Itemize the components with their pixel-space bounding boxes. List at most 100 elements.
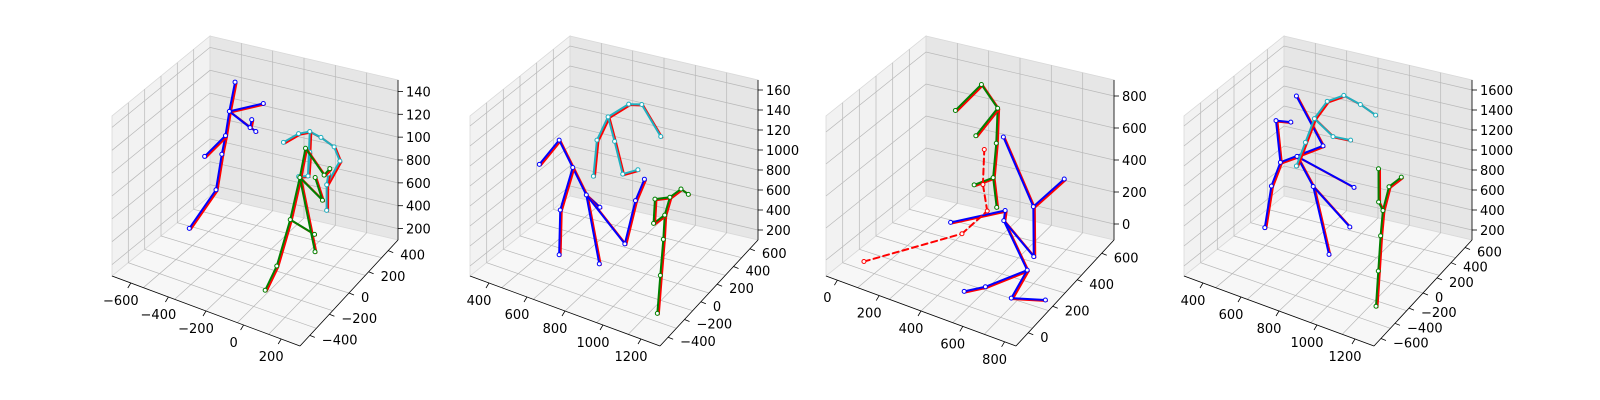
skeleton-joint — [253, 129, 259, 135]
skeleton-bone — [203, 134, 227, 158]
skeleton-bone — [228, 110, 252, 129]
skeleton-joint — [1341, 92, 1347, 98]
skeleton-joint — [536, 161, 542, 167]
skeleton-bone — [228, 81, 237, 113]
skeleton-3 — [262, 145, 333, 293]
ground-truth-bone — [222, 135, 228, 157]
ground-truth-bone — [974, 177, 996, 187]
skeleton-bone — [319, 136, 336, 148]
skeleton-bone — [656, 274, 662, 315]
skeleton-bone — [298, 176, 316, 253]
x-gridline — [596, 65, 696, 323]
skeleton-joint — [1293, 163, 1299, 169]
skeleton-3 — [861, 147, 990, 265]
y-tick-mark — [667, 336, 674, 340]
skeleton-joint — [632, 198, 638, 204]
z-gridline — [469, 125, 759, 207]
x-tick-mark — [202, 310, 207, 317]
ground-truth-bone — [1383, 186, 1392, 213]
z-gridline — [1183, 145, 1473, 227]
skeleton-joint — [660, 236, 666, 242]
z-gridline — [825, 147, 1115, 229]
y-tick-label: −200 — [697, 318, 733, 333]
skeleton-joint — [626, 101, 632, 107]
y-gridline — [1250, 62, 1440, 276]
skeleton-joint — [980, 182, 986, 188]
y-tick-mark — [1394, 322, 1401, 326]
x-tick-label: 1200 — [614, 350, 647, 365]
y-tick-mark — [716, 283, 723, 287]
skeleton-bone — [1263, 185, 1273, 229]
z-tick-label: 140 — [766, 104, 791, 119]
skeleton-bone — [960, 210, 989, 235]
skeleton-joint — [1326, 251, 1332, 257]
ground-truth-bone — [216, 154, 225, 192]
z-gridline — [111, 69, 399, 151]
skeleton-bone — [1313, 117, 1334, 138]
skeleton-joint — [1031, 254, 1037, 260]
ground-truth-bone — [1376, 271, 1381, 309]
ground-truth-bone — [1313, 186, 1332, 257]
skeleton-1 — [186, 79, 266, 231]
y-tick-mark — [1422, 292, 1429, 296]
ground-truth-bone — [327, 161, 343, 187]
z-gridline — [111, 47, 399, 128]
y-tick-label: −200 — [341, 312, 377, 327]
skeleton-joint — [651, 220, 657, 226]
ground-truth-bone — [663, 215, 668, 242]
skeleton-bone — [662, 214, 666, 241]
y-tick-mark — [388, 250, 394, 253]
y-tick-label: 400 — [400, 249, 425, 264]
z-tick-label: 400 — [406, 200, 431, 215]
x-tick-mark — [1001, 341, 1005, 348]
subplot-1: −600−400−2000200−400−2000200400200400600… — [103, 35, 431, 365]
z-tick-label: 160 — [766, 84, 791, 99]
z-tick-label: 1000 — [1480, 144, 1513, 159]
y-tick-label: 400 — [1089, 278, 1114, 293]
y-tick-label: −400 — [322, 333, 358, 348]
skeleton-joint — [662, 212, 668, 218]
skeleton-bone — [640, 103, 662, 138]
ground-truth-bone — [615, 141, 626, 177]
skeleton-2 — [1293, 92, 1379, 169]
skeleton-bone — [1002, 135, 1035, 208]
skeleton-joint — [994, 204, 1000, 210]
skeleton-joint — [861, 259, 867, 265]
skeleton-bone — [984, 269, 1029, 288]
skeleton-joint — [1375, 268, 1381, 274]
y-tick-mark — [309, 335, 315, 338]
skeleton-bone — [264, 265, 278, 292]
ground-truth-bone — [985, 270, 1030, 289]
ground-truth-bone — [315, 177, 325, 203]
z-gridline — [825, 51, 1115, 133]
skeleton-joint — [678, 186, 684, 192]
skeleton-joint — [961, 288, 967, 294]
x-tick-mark — [561, 310, 566, 317]
skeleton-joint — [1378, 233, 1384, 239]
ground-truth-bone — [1276, 120, 1283, 165]
z-gridline — [469, 85, 759, 167]
ground-truth-bone — [283, 133, 302, 145]
skeleton-joint — [995, 105, 1001, 111]
y-tick-mark — [1408, 307, 1415, 311]
z-tick-label: 600 — [766, 184, 791, 199]
skeleton-joint — [1273, 118, 1279, 124]
ground-truth-bone — [625, 200, 638, 246]
x-tick-mark — [1237, 296, 1242, 303]
z-tick-label: 200 — [1480, 224, 1505, 239]
skeleton-joint — [1294, 153, 1300, 159]
skeleton-joint — [657, 272, 663, 278]
y-gridline — [892, 62, 1082, 276]
ground-truth-bone — [1271, 162, 1283, 189]
y-tick-label: 0 — [713, 300, 721, 315]
z-gridline — [469, 105, 759, 187]
ground-truth-bone — [300, 177, 318, 254]
z-tick-label: 120 — [406, 108, 431, 123]
ground-truth-bone — [1296, 142, 1308, 169]
z-tick-label: 200 — [1122, 186, 1147, 201]
skeleton-joint — [226, 108, 232, 114]
skeleton-bone — [1275, 119, 1282, 164]
skeleton-joint — [324, 182, 330, 188]
x-tick-mark — [1351, 338, 1356, 345]
